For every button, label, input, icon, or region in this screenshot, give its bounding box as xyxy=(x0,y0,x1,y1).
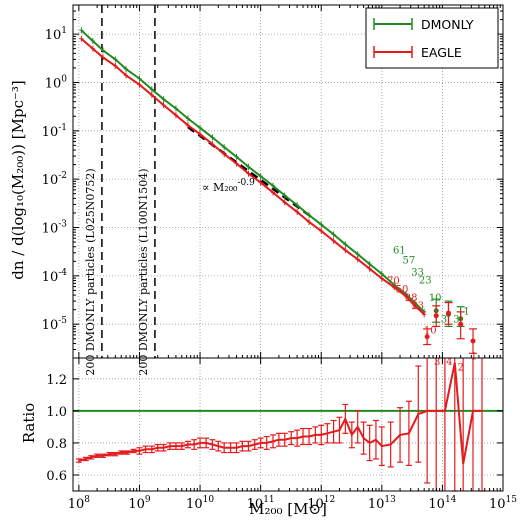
eagle-sparse-point xyxy=(458,321,464,327)
y-tick-label: 0.8 xyxy=(46,437,67,452)
y-tick-label: 10-4 xyxy=(42,268,68,285)
dmonly-count-label: 33 xyxy=(411,267,424,278)
eagle-count-label: 1 xyxy=(471,352,477,363)
resolution-limit-label: 200 DMONLY particles (L100N1504) xyxy=(137,168,150,375)
bottom-plot-frame xyxy=(72,357,504,492)
x-tick-label: 1011 xyxy=(247,495,275,512)
x-axis-label: M₂₀₀ [M⊙] xyxy=(249,500,327,518)
series-line-eagle xyxy=(80,38,425,316)
series-line-dmonly xyxy=(80,29,425,313)
dmonly-count-label: 61 xyxy=(393,245,406,256)
bottom-panel-ratio: 108 109 1010 1011 1012 1013 1014 1015 0.6 0.8 1.0 1… xyxy=(20,357,517,518)
resolution-limit-label: 200 DMONLY particles (L025N0752) xyxy=(84,168,97,375)
eagle-count-label: 70 xyxy=(387,276,400,287)
x-tick-label: 1014 xyxy=(428,495,456,512)
x-tick-label: 1012 xyxy=(307,495,335,512)
y-tick-label: 1.2 xyxy=(46,373,67,388)
y-tick-label: 10-3 xyxy=(42,220,68,237)
power-law-label: ∝ M₂₀₀-0.9 xyxy=(202,178,255,194)
y-tick-label: 10-5 xyxy=(42,316,68,333)
top-y-axis-label: dn / d(log₁₀(M₂₀₀)) [Mpc⁻³] xyxy=(9,80,27,279)
y-tick-label: 10-1 xyxy=(42,123,67,140)
legend-box xyxy=(365,7,499,69)
power-law-guide-line xyxy=(187,125,310,217)
x-tick-label: 1010 xyxy=(186,495,214,512)
eagle-count-label: 28 xyxy=(405,293,418,304)
eagle-count-label: 50 xyxy=(396,285,409,296)
dmonly-count-label: 3 xyxy=(441,315,447,326)
x-tick-label: 109 xyxy=(128,495,151,512)
legend-label-dmonly: DMONLY xyxy=(421,17,474,32)
x-tick-label: 108 xyxy=(68,495,91,512)
ratio-line-eagle xyxy=(78,362,482,464)
y-tick-label: 0.6 xyxy=(46,469,67,484)
y-tick-label: 1.0 xyxy=(46,405,67,420)
dmonly-count-label: 3 xyxy=(453,315,459,326)
y-tick-label: 10-2 xyxy=(42,171,67,188)
eagle-count-label: 2 xyxy=(457,363,463,374)
eagle-sparse-point xyxy=(445,310,451,316)
eagle-count-label: 23 xyxy=(411,301,424,312)
eagle-count-label: 10 xyxy=(424,326,437,337)
eagle-count-label: 4 xyxy=(446,357,452,368)
dmonly-count-label: 1 xyxy=(463,306,469,317)
dmonly-count-label: 57 xyxy=(403,256,416,267)
bottom-y-axis-label: Ratio xyxy=(20,403,38,443)
x-tick-label: 1015 xyxy=(489,495,517,512)
dmonly-count-label: 23 xyxy=(419,275,432,286)
dmonly-count-label: 10 xyxy=(429,293,442,304)
eagle-sparse-point xyxy=(424,334,430,340)
eagle-sparse-point xyxy=(433,313,439,319)
eagle-count-label: 3 xyxy=(434,357,440,368)
y-tick-label: 101 xyxy=(45,26,67,43)
y-tick-label: 100 xyxy=(45,74,68,91)
legend: DMONLY EAGLE xyxy=(365,7,499,69)
x-tick-label: 1013 xyxy=(368,495,396,512)
eagle-sparse-point xyxy=(470,338,476,344)
legend-label-eagle: EAGLE xyxy=(421,45,462,60)
